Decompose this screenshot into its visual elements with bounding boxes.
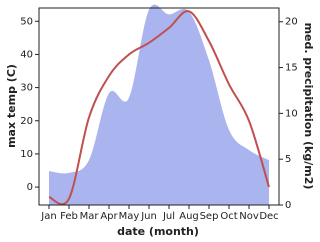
y2-tick-label: 15 bbox=[285, 63, 298, 74]
precipitation-area bbox=[49, 4, 269, 205]
x-axis-title: date (month) bbox=[117, 225, 199, 238]
y2-tick-label: 10 bbox=[285, 108, 298, 119]
y2-tick-label: 0 bbox=[285, 200, 291, 211]
y-tick-label: 20 bbox=[20, 116, 33, 127]
x-tick-label: Jan bbox=[40, 211, 56, 222]
y2-tick-label: 20 bbox=[285, 17, 298, 28]
y-tick-label: 50 bbox=[20, 16, 33, 27]
x-tick-label: Aug bbox=[179, 211, 199, 222]
y-axis-title: max temp (C) bbox=[5, 64, 18, 148]
x-tick-label: Nov bbox=[239, 211, 259, 222]
y-tick-label: 10 bbox=[20, 149, 33, 160]
y-tick-label: 30 bbox=[20, 83, 33, 94]
x-tick-label: Oct bbox=[220, 211, 237, 222]
y2-axis-title: med. precipitation (kg/m2) bbox=[302, 23, 315, 190]
x-tick-label: Apr bbox=[100, 211, 118, 222]
x-tick-label: Dec bbox=[259, 211, 278, 222]
x-tick-label: Sep bbox=[200, 211, 219, 222]
temperature-line bbox=[48, 10, 270, 206]
x-tick-label: Mar bbox=[80, 211, 100, 222]
y-tick-label: 40 bbox=[20, 49, 33, 60]
y2-tick-label: 5 bbox=[285, 154, 291, 165]
x-tick-label: Jul bbox=[162, 211, 175, 222]
plot-frame bbox=[38, 7, 280, 206]
x-tick-label: Jun bbox=[140, 211, 157, 222]
y-tick-label: 0 bbox=[27, 182, 33, 193]
x-tick-label: May bbox=[119, 211, 140, 222]
x-tick-label: Feb bbox=[60, 211, 78, 222]
